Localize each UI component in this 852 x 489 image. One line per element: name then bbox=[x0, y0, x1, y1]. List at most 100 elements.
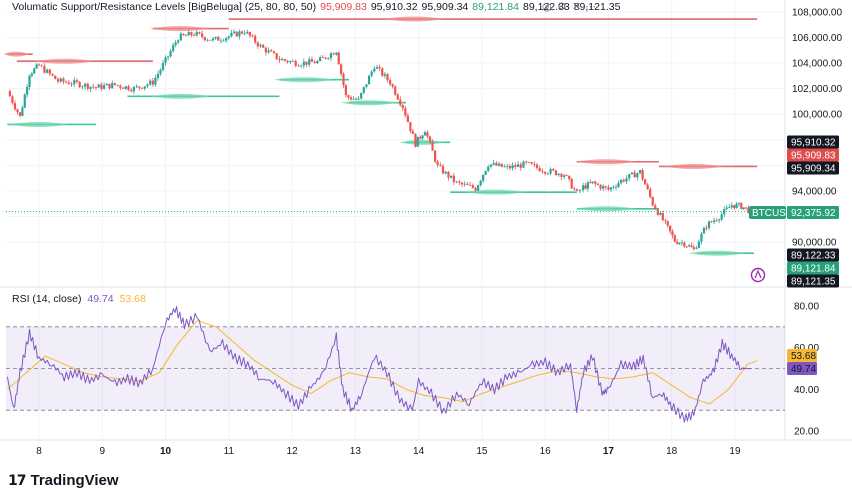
candle-body bbox=[151, 80, 154, 85]
candle-body bbox=[222, 40, 225, 42]
resistance-level-volume bbox=[383, 16, 444, 22]
price-tick-label: 90,000.00 bbox=[792, 238, 837, 249]
price-tag-label: 95,909.34 bbox=[791, 164, 836, 175]
time-tick-label: 19 bbox=[729, 446, 741, 457]
candle-body bbox=[452, 175, 455, 183]
candle-body bbox=[324, 57, 327, 59]
candle-body bbox=[549, 168, 552, 174]
candle-body bbox=[479, 180, 482, 186]
candle-body bbox=[715, 220, 718, 222]
close-icon[interactable]: ✕ bbox=[572, 1, 582, 13]
alert-icon-ring bbox=[750, 267, 766, 283]
candle-body bbox=[43, 66, 46, 73]
candle-body bbox=[28, 75, 31, 88]
tradingview-alert-icon[interactable] bbox=[750, 267, 766, 283]
candle-body bbox=[286, 60, 289, 63]
candle-body bbox=[436, 161, 439, 165]
candle-body bbox=[421, 135, 424, 139]
candle-body bbox=[342, 73, 345, 86]
candle-body bbox=[469, 184, 472, 186]
candle-body bbox=[321, 57, 324, 59]
price-tag-label: 89,121.35 bbox=[791, 277, 836, 288]
candle-body bbox=[21, 107, 24, 116]
settings-icon[interactable]: ⚙ bbox=[557, 1, 567, 13]
indicator-value-3: 95,909.34 bbox=[421, 1, 469, 13]
candle-body bbox=[35, 64, 38, 69]
candle-body bbox=[335, 52, 338, 55]
candle-body bbox=[419, 136, 422, 139]
support-level-volume bbox=[150, 93, 211, 99]
candle-body bbox=[11, 96, 14, 104]
candle-body bbox=[278, 59, 281, 61]
candle-body bbox=[75, 80, 79, 82]
tradingview-logo[interactable]: 17 TradingView bbox=[8, 472, 119, 489]
alert-icon-glyph bbox=[754, 269, 762, 279]
candle-body bbox=[81, 86, 84, 88]
candle-body bbox=[300, 65, 303, 67]
time-tick-label: 10 bbox=[160, 446, 172, 457]
candle-body bbox=[16, 109, 19, 113]
candle-body bbox=[308, 59, 311, 65]
more-icon[interactable]: ⋯ bbox=[585, 1, 596, 13]
resistance-level-volume bbox=[575, 159, 636, 165]
candle-body bbox=[552, 168, 555, 171]
candle-body bbox=[568, 175, 571, 179]
candle-body bbox=[156, 73, 160, 78]
candle-body bbox=[86, 83, 89, 89]
candle-body bbox=[487, 166, 490, 171]
candle-body bbox=[522, 161, 525, 168]
candle-body bbox=[692, 247, 695, 249]
candle-body bbox=[70, 84, 73, 85]
time-tick-label: 12 bbox=[287, 446, 299, 457]
candle-body bbox=[54, 75, 57, 80]
candle-body bbox=[291, 60, 295, 62]
candle-body bbox=[214, 36, 217, 39]
candle-body bbox=[283, 59, 286, 61]
candle-body bbox=[654, 205, 657, 210]
candle-body bbox=[710, 221, 713, 223]
candle-body bbox=[619, 179, 623, 184]
support-level-volume bbox=[688, 250, 746, 256]
eye-icon[interactable]: ◎ bbox=[542, 1, 552, 13]
candle-body bbox=[484, 170, 487, 175]
candle-body bbox=[450, 175, 453, 178]
candle-body bbox=[206, 39, 209, 41]
price-tag-bg bbox=[787, 248, 839, 262]
rsi-tick-label: 80.00 bbox=[794, 302, 819, 313]
candle-body bbox=[159, 69, 162, 74]
candle-body bbox=[712, 220, 716, 223]
indicator-legend[interactable]: Volumatic Support/Resistance Levels [Big… bbox=[12, 0, 624, 14]
candle-body bbox=[246, 31, 249, 34]
candle-body bbox=[209, 39, 212, 41]
candle-body bbox=[373, 68, 376, 72]
time-axis: 8 9 10 11 12 13 14 15 16 17 18 19 bbox=[36, 446, 741, 457]
price-tick-label: 104,000.00 bbox=[792, 59, 842, 70]
candle-body bbox=[83, 83, 87, 87]
candle-body bbox=[431, 141, 434, 151]
candle-body bbox=[381, 68, 384, 76]
candle-body bbox=[554, 170, 558, 176]
time-tick-label: 18 bbox=[666, 446, 678, 457]
candle-body bbox=[190, 32, 193, 36]
candle-body bbox=[132, 87, 136, 92]
candle-body bbox=[254, 35, 257, 43]
candle-body bbox=[578, 190, 582, 191]
support-level-volume bbox=[464, 189, 525, 195]
candle-body bbox=[441, 165, 445, 174]
rsi-value: 49.74 bbox=[87, 293, 114, 305]
candle-body bbox=[360, 92, 363, 99]
support-level-volume bbox=[273, 77, 334, 83]
candle-body bbox=[636, 173, 639, 178]
candle-body bbox=[728, 207, 731, 208]
candle-body bbox=[240, 31, 244, 34]
candle-body bbox=[533, 163, 536, 165]
price-tick-label: 94,000.00 bbox=[792, 186, 837, 197]
candle-body bbox=[232, 31, 236, 33]
symbol-tag-bg bbox=[749, 206, 786, 219]
candle-body bbox=[584, 185, 587, 189]
candle-body bbox=[666, 220, 669, 226]
rsi-legend[interactable]: RSI (14, close) 49.74 53.68 bbox=[12, 292, 149, 306]
candle-body bbox=[281, 59, 284, 61]
price-tick-label: 106,000.00 bbox=[792, 33, 842, 44]
